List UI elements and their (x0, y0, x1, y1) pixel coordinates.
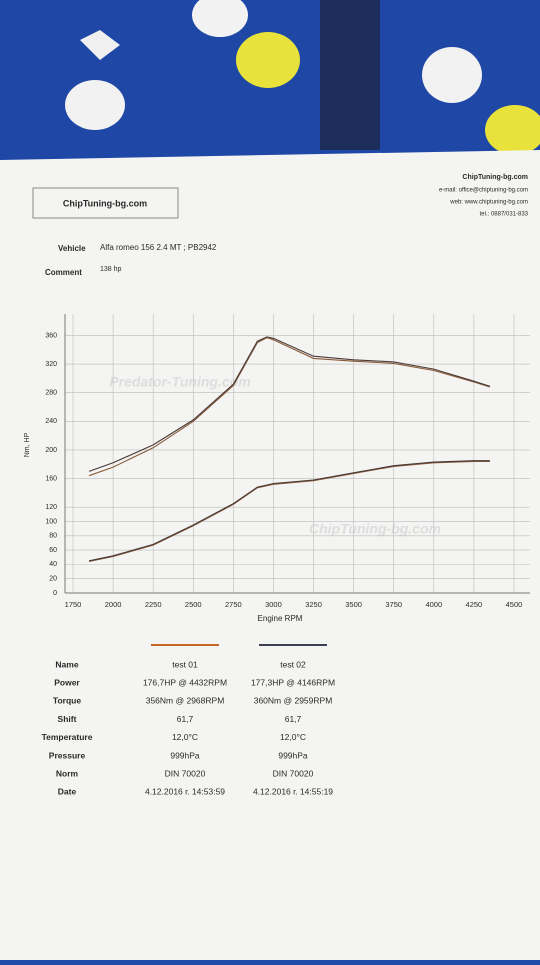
row-label: Power (54, 677, 80, 687)
x-tick-label: 4250 (466, 600, 483, 609)
results-table: Name test 01 test 02 Power 176,7HP @ 4432RPM… (42, 644, 335, 797)
fabric-pick (65, 80, 125, 130)
cell: 360Nm @ 2959RPM (254, 696, 333, 706)
fabric-pick (485, 105, 540, 155)
fabric-pick (236, 32, 300, 88)
x-tick-label: 2250 (145, 600, 162, 609)
fabric-guitar (320, 0, 380, 150)
y-axis-label: Nm, HP (24, 432, 31, 457)
web: web: www.chiptuning-bg.com (449, 200, 528, 206)
chart: Predator-Tuning.com ChipTuning-bg.com 0 20 4… (24, 314, 530, 623)
comment: 138 hp (100, 266, 122, 273)
y-tick-label: 100 (45, 518, 57, 525)
fabric-star (80, 30, 120, 60)
cell: DIN 70020 (273, 768, 314, 778)
cell: 4.12.2016 г. 14:53:59 (145, 787, 225, 797)
tel: tel.: 0887/031-833 (480, 212, 529, 218)
row-label: Date (58, 787, 77, 797)
x-axis-label: Engine RPM (258, 614, 303, 623)
x-tick-label: 3250 (305, 600, 322, 609)
cell: 177,3HP @ 4146RPM (251, 677, 335, 687)
x-tick-label: 3500 (345, 600, 362, 609)
y-tick-label: 200 (45, 447, 57, 454)
logo: ChipTuning-bg.com (63, 198, 147, 208)
curve (88, 460, 490, 563)
row-label: Pressure (49, 750, 86, 760)
vehicle: Alfa romeo 156 2.4 MT ; PB2942 (100, 243, 217, 252)
fabric-pick (422, 47, 482, 103)
watermark: Predator-Tuning.com (109, 374, 250, 390)
y-tick-label: 320 (45, 361, 57, 368)
row-label: Torque (53, 696, 81, 706)
x-tick-label: 3000 (265, 600, 282, 609)
email: e-mail: office@chiptuning-bg.com (439, 188, 528, 194)
cell: 999hPa (170, 750, 200, 760)
y-tick-label: 80 (49, 533, 57, 540)
logo-box (32, 187, 179, 219)
x-tick-label: 3750 (385, 600, 402, 609)
curve (88, 460, 490, 562)
row-label: Norm (56, 768, 79, 778)
cell: 4.12.2016 г. 14:55:19 (253, 787, 333, 797)
watermark: ChipTuning-bg.com (309, 521, 441, 537)
y-tick-label: 360 (45, 332, 57, 339)
y-tick-label: 60 (49, 547, 57, 554)
row-label: Name (55, 659, 78, 669)
cell: test 02 (280, 659, 306, 669)
y-tick-label: 160 (45, 475, 57, 482)
cell: test 01 (172, 659, 198, 669)
comment-label: Comment (45, 268, 82, 277)
fabric-pick (192, 0, 248, 37)
x-tick-label: 2500 (185, 600, 202, 609)
cell: 999hPa (278, 750, 308, 760)
company: ChipTuning-bg.com (462, 174, 528, 181)
row-label: Temperature (42, 732, 93, 742)
cell: DIN 70020 (165, 768, 206, 778)
x-tick-label: 4500 (506, 600, 523, 609)
cell: 12,0°C (172, 732, 198, 742)
y-tick-label: 240 (45, 418, 57, 425)
y-tick-label: 0 (53, 590, 57, 597)
x-tick-label: 2750 (225, 600, 242, 609)
x-tick-label: 4000 (425, 600, 442, 609)
cell: 61,7 (177, 714, 194, 724)
cell: 12,0°C (280, 732, 306, 742)
cell: 61,7 (285, 714, 302, 724)
y-tick-label: 20 (49, 576, 57, 583)
cell: 356Nm @ 2968RPM (146, 696, 225, 706)
y-tick-label: 280 (45, 390, 57, 397)
x-tick-label: 1750 (65, 600, 82, 609)
cell: 176,7HP @ 4432RPM (143, 677, 227, 687)
x-tick-label: 2000 (105, 600, 122, 609)
row-label: Shift (58, 714, 77, 724)
curve (88, 336, 491, 472)
y-tick-label: 40 (49, 561, 57, 568)
vehicle-label: Vehicle (58, 244, 86, 253)
y-tick-label: 120 (45, 504, 57, 511)
paper (0, 150, 540, 960)
curve (88, 337, 491, 477)
